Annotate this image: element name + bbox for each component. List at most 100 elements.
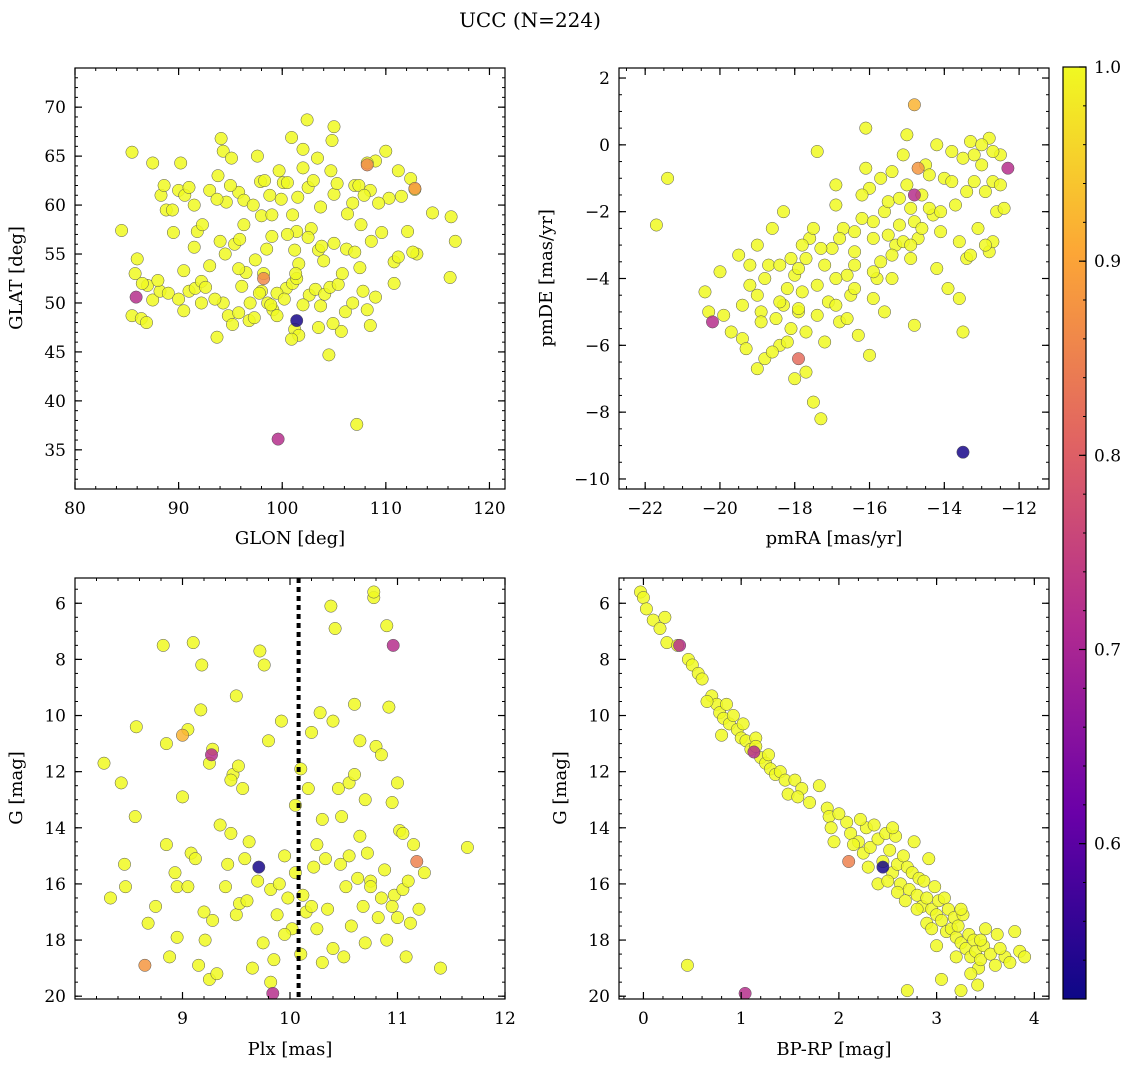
plot-frame [74, 67, 506, 490]
data-point [806, 395, 820, 409]
data-point [301, 230, 315, 244]
data-point [842, 855, 856, 868]
data-point [382, 191, 396, 205]
data-point [334, 857, 347, 871]
data-point [964, 967, 978, 981]
data-point [806, 221, 820, 235]
y-tick-label: −6 [585, 336, 610, 356]
data-point [956, 325, 970, 339]
data-point [922, 168, 936, 182]
data-point [125, 145, 139, 159]
data-point [331, 782, 345, 795]
colorbar-tick-label: 0.6 [1094, 835, 1121, 855]
x-tick-label: 80 [64, 499, 86, 519]
data-point [385, 899, 399, 913]
x-tick-label: 1 [736, 1009, 747, 1029]
data-point [896, 849, 910, 863]
data-point [326, 714, 340, 728]
data-point [342, 849, 356, 863]
data-point [177, 304, 191, 318]
x-tick-label: −14 [926, 499, 962, 519]
data-point [407, 838, 421, 852]
data-point [341, 207, 354, 221]
data-point [168, 866, 182, 880]
data-point [324, 164, 338, 178]
data-point [232, 262, 246, 276]
y-tick-label: 20 [588, 987, 610, 1007]
panel-pmra-pmde: −22 −20 −18 −16 −14 −12−10−8−6−4−202 pmRA [ma… [536, 67, 1050, 549]
data-point [825, 241, 839, 255]
data-point [867, 818, 881, 832]
data-point [885, 248, 899, 262]
data-point [460, 840, 474, 854]
data-point [229, 908, 243, 922]
data-point [218, 247, 232, 261]
data-point [829, 298, 843, 312]
data-point [971, 978, 985, 992]
data-point [210, 192, 224, 206]
data-point [881, 874, 895, 888]
data-point [448, 234, 462, 248]
data-point [348, 245, 362, 259]
data-point [391, 911, 404, 925]
data-point [403, 916, 417, 930]
figure-title: UCC (N=224) [459, 8, 601, 32]
data-point [653, 622, 667, 635]
data-point [724, 325, 738, 339]
data-point [978, 238, 992, 252]
data-point [300, 113, 314, 127]
data-point [812, 779, 826, 793]
data-point [262, 734, 275, 748]
data-point [967, 175, 981, 189]
data-point [213, 234, 227, 248]
y-axis-label: G [mag] [6, 751, 27, 824]
colorbar-tick-label: 1.0 [1094, 58, 1121, 78]
data-point [975, 158, 989, 172]
data-point [738, 986, 752, 999]
data-point [356, 284, 370, 298]
data-point [360, 846, 374, 860]
data-point [242, 835, 256, 849]
x-tick-label: 110 [370, 499, 402, 519]
data-point [949, 950, 963, 964]
data-point [339, 880, 353, 894]
data-point [315, 239, 329, 253]
scatter-points [634, 585, 1032, 999]
y-tick-label: 12 [588, 763, 610, 783]
data-point [1003, 956, 1017, 969]
y-tick-label: 14 [588, 819, 610, 839]
data-point [762, 258, 776, 272]
data-point [199, 280, 213, 294]
data-point [983, 947, 997, 961]
panel-glon-glat: 80 90 100 110 120 35 40 45 50 55 60 65 70 GLON [deg]… [6, 67, 506, 549]
data-point [325, 134, 339, 147]
data-point [896, 148, 910, 162]
data-point [922, 201, 936, 215]
data-point [221, 857, 235, 871]
data-point [391, 250, 405, 264]
data-point [898, 894, 912, 908]
data-point [717, 308, 731, 322]
data-point [832, 807, 846, 821]
data-point [170, 880, 184, 894]
data-point [680, 958, 694, 972]
data-point [861, 860, 875, 874]
data-point [214, 132, 228, 145]
data-point [372, 196, 386, 210]
y-tick-label: 2 [599, 69, 610, 89]
scatter-points [115, 113, 462, 446]
plot-frame [618, 577, 1050, 1000]
data-point [351, 871, 365, 885]
data-point [310, 922, 324, 936]
data-point [855, 188, 869, 202]
data-point [358, 793, 372, 807]
data-point [904, 252, 918, 265]
x-tick-label: −18 [777, 499, 813, 519]
data-point [294, 762, 308, 776]
data-point [917, 874, 931, 888]
data-point [260, 242, 274, 256]
data-point [264, 298, 278, 312]
data-point [314, 299, 328, 313]
data-point [353, 829, 367, 843]
